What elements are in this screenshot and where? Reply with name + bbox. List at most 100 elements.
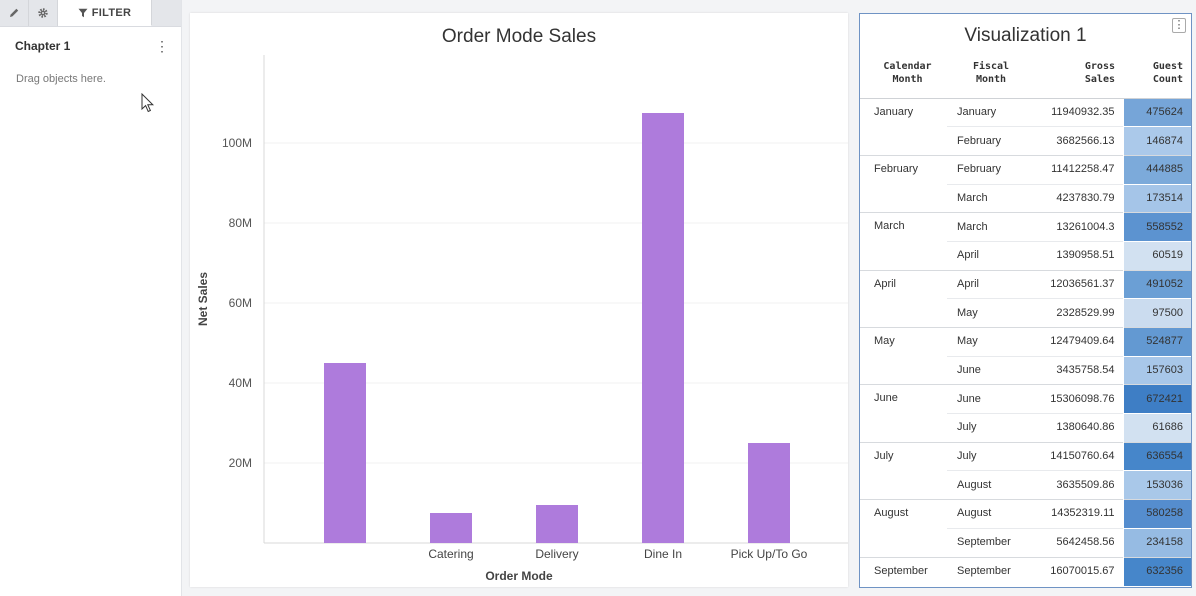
calendar-month-cell: September xyxy=(860,556,947,586)
header-gross-line1: Gross xyxy=(1084,61,1115,72)
bar-dine-in[interactable] xyxy=(642,113,684,543)
fiscal-month-cell: June xyxy=(947,384,1031,414)
header-fiscal-line2: Month xyxy=(975,74,1007,85)
chapter-menu-icon[interactable]: ⋮ xyxy=(155,38,169,54)
left-panel: FILTER Chapter 1 ⋮ Drag objects here. xyxy=(0,0,182,596)
guest-count-cell: 580258 xyxy=(1122,499,1191,529)
fiscal-month-cell: August xyxy=(947,499,1031,529)
table-row[interactable]: August 3635509.86 153036 xyxy=(860,470,1191,500)
header-calendar-line2: Month xyxy=(892,74,923,85)
gross-sales-cell: 3682566.13 xyxy=(1031,126,1123,156)
table-row[interactable]: July 1380640.86 61686 xyxy=(860,413,1191,443)
table-row[interactable]: April April 12036561.37 491052 xyxy=(860,269,1191,328)
gross-sales-cell: 2328529.99 xyxy=(1031,298,1123,328)
table-row[interactable]: February February 11412258.47 444885 xyxy=(860,154,1191,213)
y-tick-label: 60M xyxy=(229,296,252,310)
fiscal-month-cell: February xyxy=(947,126,1031,156)
table-menu-button[interactable]: ⋮ xyxy=(1172,18,1186,33)
fiscal-month-cell: July xyxy=(947,441,1031,471)
table-header-row: Calendar Month Fiscal Month Gross Sales Gue… xyxy=(860,60,1191,99)
guest-count-cell: 475624 xyxy=(1122,97,1191,127)
guest-count-cell: 632356 xyxy=(1122,556,1191,586)
gross-sales-cell: 12479409.64 xyxy=(1031,327,1123,357)
guest-count-cell: 173514 xyxy=(1122,183,1191,213)
bar-delivery[interactable] xyxy=(536,505,578,543)
fiscal-month-cell: September xyxy=(947,527,1031,557)
settings-tab[interactable] xyxy=(29,0,58,26)
guest-count-cell: 60519 xyxy=(1122,240,1191,271)
chapter-title: Chapter 1 xyxy=(15,39,71,53)
table-row[interactable]: September 5642458.56 234158 xyxy=(860,527,1191,557)
fiscal-month-cell: April xyxy=(947,269,1031,299)
guest-count-cell: 672421 xyxy=(1122,384,1191,414)
filter-tab[interactable]: FILTER xyxy=(58,0,152,26)
fiscal-month-cell: March xyxy=(947,183,1031,213)
fiscal-month-cell: February xyxy=(947,154,1031,185)
table-row[interactable]: August August 14352319.11 580258 xyxy=(860,499,1191,557)
guest-count-cell: 491052 xyxy=(1122,269,1191,299)
order-mode-chart[interactable]: Order Mode Sales 20M 40M 60M 80M 100M Cateri… xyxy=(190,13,848,587)
guest-count-cell: 234158 xyxy=(1122,527,1191,557)
table-row[interactable]: September September 16070015.67 632356 xyxy=(860,556,1191,586)
table-row[interactable]: March March 13261004.3 558552 xyxy=(860,212,1191,271)
gross-sales-cell: 14352319.11 xyxy=(1031,499,1123,529)
table-title: Visualization 1 xyxy=(964,25,1087,46)
table-row[interactable]: June 3435758.54 157603 xyxy=(860,355,1191,385)
fiscal-month-cell: September xyxy=(947,556,1031,586)
table-row[interactable]: April 1390958.51 60519 xyxy=(860,240,1191,271)
visualization-table-card[interactable]: ⋮ Visualization 1 Calendar Month Fiscal Mo… xyxy=(859,13,1192,588)
header-calendar-line1: Calendar xyxy=(883,61,932,72)
table-row[interactable]: February 3682566.13 146874 xyxy=(860,126,1191,156)
guest-count-cell: 157603 xyxy=(1122,355,1191,385)
table-row[interactable]: June June 15306098.76 672421 xyxy=(860,384,1191,443)
calendar-month-cell: July xyxy=(860,441,947,500)
header-fiscal-line1: Fiscal xyxy=(972,61,1010,72)
calendar-month-cell: January xyxy=(860,97,947,156)
y-tick-label: 40M xyxy=(229,376,252,390)
header-guest-count[interactable]: Guest Count xyxy=(1123,60,1191,99)
table-row[interactable]: May May 12479409.64 524877 xyxy=(860,326,1191,385)
gross-sales-cell: 5642458.56 xyxy=(1031,527,1123,557)
fiscal-month-cell: May xyxy=(947,298,1031,328)
table-row[interactable]: July July 14150760.64 636554 xyxy=(860,441,1191,500)
header-gross-line2: Sales xyxy=(1084,74,1115,85)
calendar-month-cell: April xyxy=(860,269,947,328)
gross-sales-cell: 11412258.47 xyxy=(1031,154,1123,185)
table-row[interactable]: January January 11940932.35 475624 xyxy=(860,97,1191,156)
guest-count-cell: 636554 xyxy=(1122,441,1191,471)
y-tick-label: 100M xyxy=(222,136,252,150)
gross-sales-cell: 12036561.37 xyxy=(1031,269,1123,299)
x-tick-label: Dine In xyxy=(644,547,682,561)
tabbar-spacer xyxy=(152,0,181,26)
bar-pick-up-to-go[interactable] xyxy=(748,443,790,543)
gross-sales-cell: 3635509.86 xyxy=(1031,470,1123,500)
gross-sales-cell: 14150760.64 xyxy=(1031,441,1123,471)
guest-count-cell: 153036 xyxy=(1122,470,1191,500)
table-row[interactable]: March 4237830.79 173514 xyxy=(860,183,1191,213)
edit-tab[interactable] xyxy=(0,0,29,26)
bar-catering[interactable] xyxy=(430,513,472,543)
guest-count-cell: 61686 xyxy=(1122,413,1191,443)
bar-blank[interactable] xyxy=(324,363,366,543)
guest-count-cell: 558552 xyxy=(1122,212,1191,242)
calendar-month-cell: February xyxy=(860,154,947,213)
guest-count-cell: 444885 xyxy=(1122,154,1191,185)
header-gross-sales[interactable]: Gross Sales xyxy=(1031,60,1123,99)
calendar-month-cell: June xyxy=(860,384,947,443)
header-guest-line1: Guest xyxy=(1152,61,1183,72)
fiscal-month-cell: June xyxy=(947,355,1031,385)
y-tick-label: 80M xyxy=(229,216,252,230)
fiscal-month-cell: July xyxy=(947,413,1031,443)
x-axis-label: Order Mode xyxy=(485,569,553,583)
gross-sales-cell: 15306098.76 xyxy=(1031,384,1123,414)
header-fiscal-month[interactable]: Fiscal Month xyxy=(947,60,1031,99)
table-row[interactable]: May 2328529.99 97500 xyxy=(860,298,1191,328)
chapter-header: Chapter 1 ⋮ xyxy=(0,27,181,65)
filter-tab-label: FILTER xyxy=(91,6,132,19)
pencil-icon xyxy=(10,8,19,17)
header-calendar-month[interactable]: Calendar Month xyxy=(860,60,947,99)
header-guest-line2: Count xyxy=(1152,74,1183,85)
fiscal-month-cell: August xyxy=(947,470,1031,500)
gross-sales-cell: 11940932.35 xyxy=(1031,97,1123,127)
gross-sales-cell: 1380640.86 xyxy=(1031,413,1123,443)
